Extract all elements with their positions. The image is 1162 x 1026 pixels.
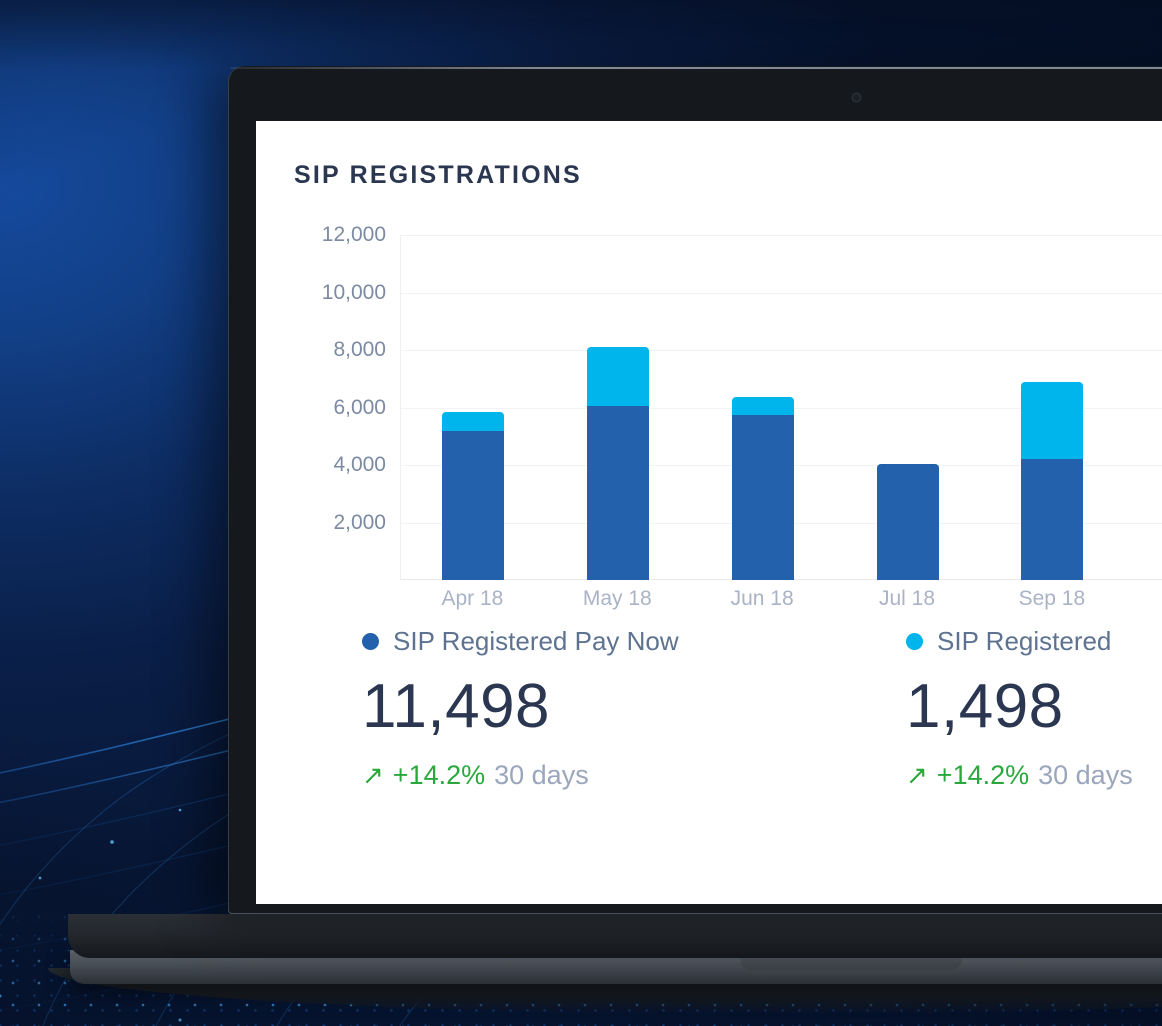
chart-gridline bbox=[401, 292, 1162, 294]
page-title: SIP REGISTRATIONS bbox=[294, 161, 582, 189]
laptop-lid-highlight bbox=[230, 67, 1162, 69]
y-axis-tick-label: 4,000 bbox=[333, 453, 386, 476]
trend-up-arrow-icon: ↗ bbox=[362, 760, 384, 790]
stat-delta-percent: +14.2% bbox=[392, 760, 486, 790]
sip-registrations-chart: 12,000 10,000 8,000 6,000 4,000 2,000 Apr 18 M… bbox=[294, 223, 1162, 635]
stat-block: SIP Registered 1,498 ↗ +14.2% 30 days bbox=[906, 626, 1162, 791]
y-axis-tick-label: 6,000 bbox=[333, 395, 386, 419]
stat-block: SIP Registered Pay Now 11,498 ↗ +14.2% 30 da… bbox=[362, 626, 906, 791]
x-axis-tick-label: Jul 18 bbox=[878, 587, 936, 610]
chart-bars bbox=[401, 235, 1162, 580]
chart-bar-slot bbox=[835, 235, 980, 580]
chart-bar-segment-sip-registered-pay-now bbox=[1021, 459, 1084, 580]
chart-bar-slot bbox=[690, 235, 835, 580]
chart-y-axis: 12,000 10,000 8,000 6,000 4,000 2,000 bbox=[294, 223, 386, 580]
stat-delta-percent: +14.2% bbox=[936, 760, 1030, 790]
stats-row: SIP Registered Pay Now 11,498 ↗ +14.2% 30 da… bbox=[362, 626, 1162, 791]
x-axis-tick-label: Oct 18 bbox=[1124, 587, 1162, 611]
chart-bar-segment-sip-registered bbox=[587, 347, 650, 407]
y-axis-tick-label: 8,000 bbox=[333, 338, 386, 361]
stat-delta-period: 30 days bbox=[494, 760, 589, 790]
laptop-lid: SIP REGISTRATIONS 12,000 10,000 8,000 6,000… bbox=[228, 66, 1162, 914]
chart-bar[interactable] bbox=[731, 397, 794, 580]
trend-up-arrow-icon: ↗ bbox=[906, 760, 928, 790]
y-axis-tick-label: 10,000 bbox=[321, 280, 386, 304]
chart-bar[interactable] bbox=[442, 411, 505, 580]
chart-gridline bbox=[401, 350, 1162, 351]
chart-bar-slot bbox=[980, 235, 1125, 580]
x-axis-tick-label: Apr 18 bbox=[441, 587, 504, 610]
stat-legend: SIP Registered bbox=[906, 626, 1162, 657]
y-axis-tick-label: 12,000 bbox=[321, 223, 386, 246]
chart-bar[interactable] bbox=[1021, 381, 1084, 580]
stat-value: 1,498 bbox=[906, 672, 1064, 741]
chart-bar-segment-sip-registered bbox=[1021, 381, 1084, 460]
y-axis-tick-label: 2,000 bbox=[333, 510, 386, 534]
laptop-hinge bbox=[68, 914, 1162, 958]
chart-gridline bbox=[401, 235, 1162, 236]
stat-delta: ↗ +14.2% 30 days bbox=[906, 760, 1162, 791]
chart-bar-slot bbox=[401, 235, 546, 580]
stat-legend-label: SIP Registered bbox=[937, 626, 1112, 656]
chart-bar[interactable] bbox=[587, 347, 650, 580]
laptop-mockup: SIP REGISTRATIONS 12,000 10,000 8,000 6,000… bbox=[48, 66, 1162, 1014]
webcam-icon bbox=[853, 94, 860, 101]
x-axis-tick-label: Sep 18 bbox=[1018, 587, 1086, 610]
chart-bar-segment-sip-registered-pay-now bbox=[876, 463, 939, 580]
stat-legend-label: SIP Registered Pay Now bbox=[393, 626, 679, 656]
chart-plot-area bbox=[400, 235, 1162, 580]
laptop-screen: SIP REGISTRATIONS 12,000 10,000 8,000 6,000… bbox=[256, 121, 1162, 904]
stat-delta: ↗ +14.2% 30 days bbox=[362, 760, 906, 791]
chart-bar-segment-sip-registered bbox=[731, 397, 794, 415]
x-axis-tick-label: Jun 18 bbox=[730, 587, 794, 610]
stat-legend: SIP Registered Pay Now bbox=[362, 626, 906, 657]
stat-delta-period: 30 days bbox=[1038, 760, 1133, 790]
chart-bar-segment-sip-registered-pay-now bbox=[731, 414, 794, 580]
dashboard-card: SIP REGISTRATIONS 12,000 10,000 8,000 6,000… bbox=[256, 121, 1162, 904]
chart-bar-segment-sip-registered bbox=[442, 411, 505, 431]
chart-bar[interactable] bbox=[876, 463, 939, 580]
legend-dot-icon bbox=[362, 633, 379, 650]
chart-bar-segment-sip-registered-pay-now bbox=[587, 406, 650, 580]
legend-dot-icon bbox=[906, 633, 923, 650]
stat-value: 11,498 bbox=[362, 672, 551, 741]
chart-bar-segment-sip-registered-pay-now bbox=[442, 430, 505, 580]
chart-bar-slot bbox=[1125, 235, 1162, 580]
x-axis-tick-label: May 18 bbox=[582, 587, 652, 610]
chart-bar-slot bbox=[546, 235, 691, 580]
